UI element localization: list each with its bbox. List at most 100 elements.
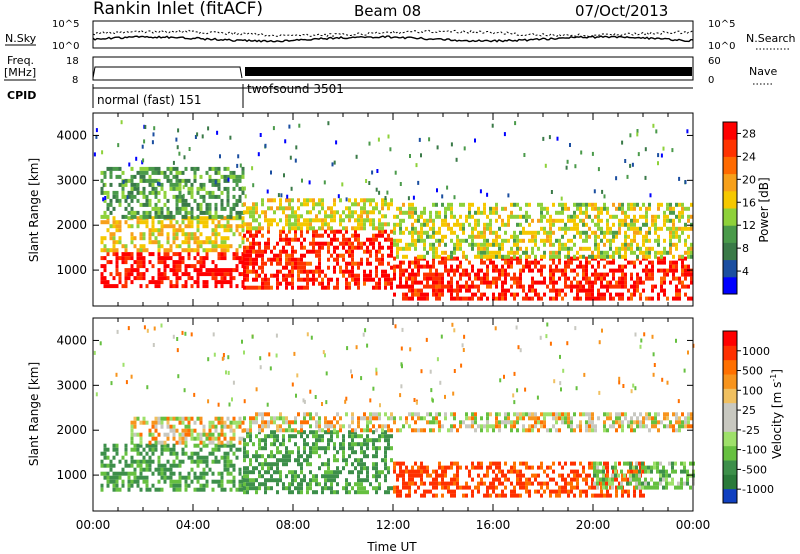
- heatmap-cell: [366, 454, 369, 459]
- heatmap-cell: [537, 489, 540, 494]
- heatmap-cell: [130, 256, 134, 261]
- heatmap-cell: [636, 202, 639, 207]
- heatmap-cell: [381, 226, 384, 231]
- heatmap-cell: [450, 493, 453, 498]
- heatmap-cell: [249, 482, 252, 487]
- heatmap-cell: [428, 137, 431, 142]
- heatmap-cell: [444, 465, 447, 470]
- heatmap-cell: [139, 166, 143, 171]
- heatmap-cell: [273, 253, 276, 258]
- heatmap-cell: [630, 206, 633, 211]
- heatmap-cell: [217, 232, 221, 237]
- heatmap-cell: [315, 450, 318, 455]
- heatmap-cell: [675, 260, 678, 265]
- heatmap-cell: [246, 273, 249, 278]
- heatmap-cell: [246, 226, 249, 231]
- heatmap-cell: [202, 264, 206, 269]
- heatmap-cell: [639, 461, 642, 466]
- heatmap-cell: [175, 182, 179, 187]
- heatmap-cell: [450, 210, 453, 215]
- heatmap-cell: [366, 470, 369, 475]
- heatmap-cell: [576, 485, 579, 490]
- heatmap-cell: [411, 230, 414, 235]
- heatmap-cell: [252, 420, 255, 425]
- heatmap-cell: [199, 174, 203, 179]
- heatmap-cell: [291, 245, 294, 250]
- heatmap-cell: [438, 260, 441, 265]
- heatmap-cell: [612, 234, 615, 239]
- heatmap-cell: [157, 240, 161, 245]
- heatmap-cell: [306, 249, 309, 254]
- heatmap-cell: [627, 424, 630, 429]
- heatmap-cell: [504, 477, 507, 482]
- heatmap-cell: [184, 443, 188, 448]
- heatmap-cell: [516, 238, 519, 243]
- heatmap-cell: [420, 461, 423, 466]
- heatmap-cell: [603, 202, 606, 207]
- heatmap-cell: [157, 220, 161, 225]
- heatmap-cell: [205, 432, 209, 437]
- heatmap-cell: [672, 276, 675, 281]
- heatmap-cell: [414, 272, 417, 277]
- heatmap-cell: [540, 272, 543, 277]
- heatmap-cell: [384, 202, 387, 207]
- heatmap-cell: [447, 465, 450, 470]
- heatmap-cell: [229, 459, 233, 464]
- heatmap-cell: [525, 292, 528, 297]
- heatmap-cell: [654, 214, 657, 219]
- heatmap-cell: [205, 483, 209, 488]
- heatmap-cell: [95, 134, 98, 139]
- heatmap-cell: [405, 226, 408, 231]
- heatmap-cell: [139, 420, 143, 425]
- heatmap-cell: [408, 260, 411, 265]
- heatmap-cell: [375, 273, 378, 278]
- heatmap-cell: [375, 257, 378, 262]
- heatmap-cell: [145, 284, 149, 289]
- heatmap-cell: [145, 479, 149, 484]
- heatmap-cell: [453, 493, 456, 498]
- heatmap-cell: [351, 261, 354, 266]
- heatmap-cell: [288, 450, 291, 455]
- heatmap-cell: [522, 238, 525, 243]
- heatmap-cell: [139, 220, 143, 225]
- heatmap-cell: [223, 248, 227, 253]
- heatmap-cell: [196, 416, 200, 421]
- heatmap-cell: [160, 451, 164, 456]
- heatmap-cell: [336, 257, 339, 262]
- heatmap-cell: [267, 198, 270, 203]
- heatmap-cell: [136, 210, 140, 215]
- heatmap-cell: [432, 493, 435, 498]
- heatmap-cell: [366, 210, 369, 215]
- heatmap-cell: [615, 477, 618, 482]
- heatmap-cell: [519, 214, 522, 219]
- heatmap-cell: [618, 280, 621, 285]
- heatmap-cell: [109, 463, 113, 468]
- heatmap-cell: [145, 467, 149, 472]
- heatmap-cell: [513, 292, 516, 297]
- cpid-label: CPID: [7, 89, 36, 102]
- heatmap-cell: [672, 268, 675, 273]
- heatmap-cell: [112, 224, 116, 229]
- heatmap-cell: [267, 486, 270, 491]
- heatmap-cell: [321, 269, 324, 274]
- heatmap-cell: [519, 254, 522, 259]
- heatmap-cell: [327, 285, 330, 290]
- heatmap-cell: [665, 469, 668, 474]
- heatmap-cell: [148, 198, 152, 203]
- heatmap-cell: [235, 284, 239, 289]
- heatmap-cell: [336, 229, 339, 234]
- heatmap-cell: [446, 185, 449, 190]
- heatmap-cell: [214, 182, 218, 187]
- heatmap-cell: [609, 230, 612, 235]
- heatmap-cell: [252, 261, 255, 266]
- heatmap-cell: [450, 465, 453, 470]
- heatmap-cell: [414, 256, 417, 261]
- heatmap-cell: [249, 438, 252, 443]
- heatmap-cell: [151, 280, 155, 285]
- heatmap-cell: [235, 455, 239, 460]
- heatmap-cell: [573, 210, 576, 215]
- heatmap-cell: [414, 276, 417, 281]
- heatmap-cell: [396, 284, 399, 289]
- heatmap-cell: [229, 206, 233, 211]
- heatmap-cell: [579, 246, 582, 251]
